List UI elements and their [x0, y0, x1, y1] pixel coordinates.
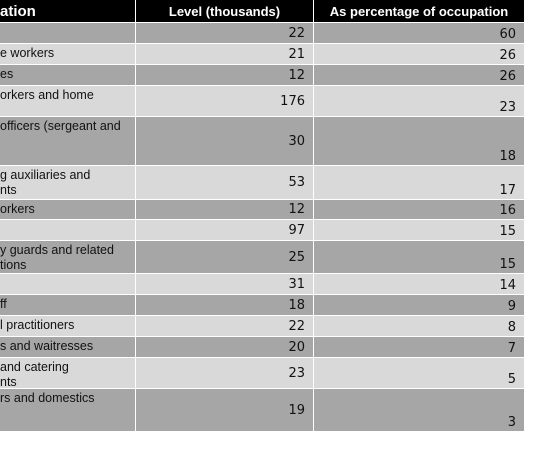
label-cell	[0, 23, 135, 43]
header-cell: As percentage of occupation	[314, 0, 524, 22]
header-cell: Level (thousands)	[136, 0, 313, 22]
level-cell: 19	[136, 389, 313, 431]
label-cell: rs and domestics	[0, 389, 135, 431]
level-cell: 12	[136, 65, 313, 85]
label-cell: es	[0, 65, 135, 85]
level-cell: 21	[136, 44, 313, 64]
level-cell: 25	[136, 241, 313, 273]
percentage-cell: 18	[314, 117, 524, 165]
label-cell: and catering nts	[0, 358, 135, 388]
level-cell: 22	[136, 23, 313, 43]
level-cell: 176	[136, 86, 313, 116]
percentage-cell: 26	[314, 65, 524, 85]
level-cell: 30	[136, 117, 313, 165]
level-cell: 97	[136, 220, 313, 240]
percentage-cell: 8	[314, 316, 524, 336]
percentage-cell: 23	[314, 86, 524, 116]
percentage-cell: 3	[314, 389, 524, 431]
level-cell: 18	[136, 295, 313, 315]
label-cell: e workers	[0, 44, 135, 64]
percentage-cell: 15	[314, 220, 524, 240]
percentage-cell: 7	[314, 337, 524, 357]
label-cell: l practitioners	[0, 316, 135, 336]
level-cell: 22	[136, 316, 313, 336]
percentage-cell: 5	[314, 358, 524, 388]
level-cell: 31	[136, 274, 313, 294]
label-cell	[0, 274, 135, 294]
percentage-cell: 17	[314, 166, 524, 199]
header-cell: ation	[0, 0, 135, 22]
level-cell: 23	[136, 358, 313, 388]
label-cell: y guards and related tions	[0, 241, 135, 273]
percentage-cell: 9	[314, 295, 524, 315]
level-cell: 53	[136, 166, 313, 199]
label-cell: g auxiliaries and nts	[0, 166, 135, 199]
label-cell: orkers	[0, 200, 135, 219]
label-cell: orkers and home	[0, 86, 135, 116]
percentage-cell: 60	[314, 23, 524, 43]
percentage-cell: 26	[314, 44, 524, 64]
level-cell: 12	[136, 200, 313, 219]
percentage-cell: 14	[314, 274, 524, 294]
level-cell: 20	[136, 337, 313, 357]
label-cell: officers (sergeant and	[0, 117, 135, 165]
percentage-cell: 16	[314, 200, 524, 219]
label-cell: ff	[0, 295, 135, 315]
percentage-cell: 15	[314, 241, 524, 273]
label-cell: s and waitresses	[0, 337, 135, 357]
label-cell	[0, 220, 135, 240]
